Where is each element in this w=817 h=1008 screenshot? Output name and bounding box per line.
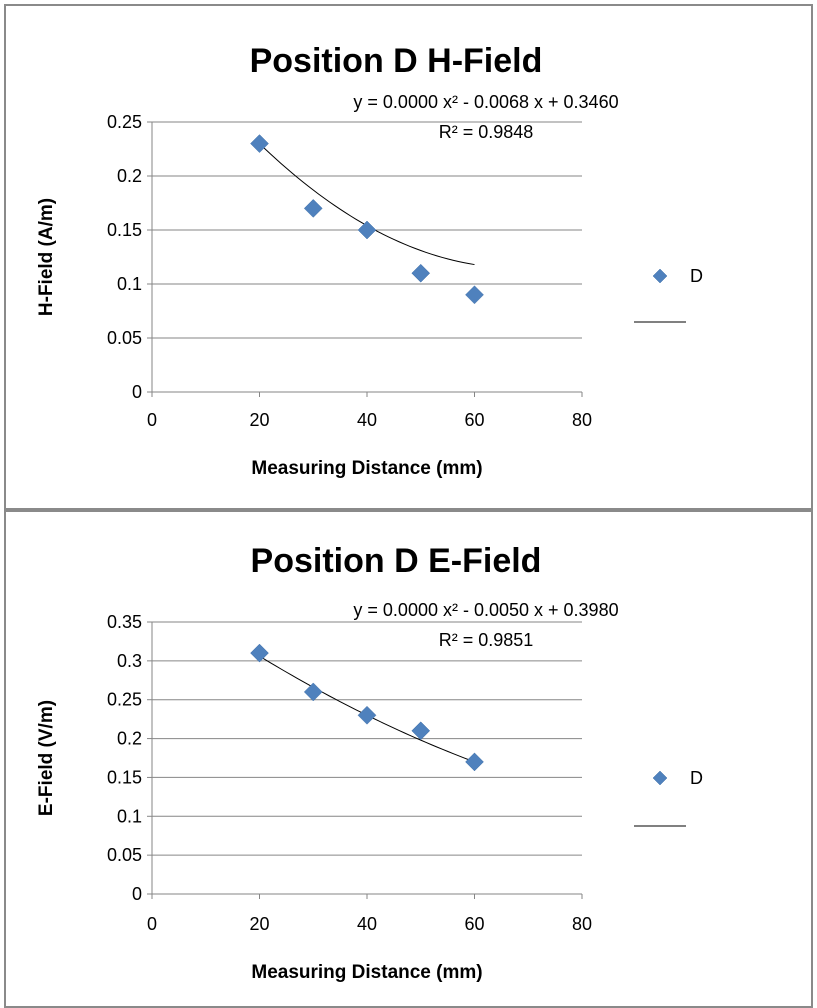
y-tick-label: 0.15 xyxy=(107,220,142,240)
y-tick-label: 0 xyxy=(132,884,142,904)
h-field-chart: Position D H-Field 0 0.05 0.1 0.15 0.2 0.25 0 20… xyxy=(36,42,703,479)
y-tick-label: 0 xyxy=(132,382,142,402)
y-tick-label: 0.25 xyxy=(107,690,142,710)
x-tick-label: 60 xyxy=(464,410,484,430)
data-point xyxy=(303,682,323,702)
y-tick-label: 0.1 xyxy=(117,274,142,294)
legend-marker xyxy=(652,770,668,786)
y-tick-label: 0.25 xyxy=(107,112,142,132)
trendline-r-squared: R² = 0.9848 xyxy=(439,122,534,142)
trendline-equation: y = 0.0000 x² - 0.0068 x + 0.3460 xyxy=(353,92,618,112)
legend-marker xyxy=(652,268,668,284)
x-tick-label: 20 xyxy=(249,410,269,430)
chart-title: Position D H-Field xyxy=(250,42,543,80)
y-tick-label: 0.1 xyxy=(117,806,142,826)
x-tick-label: 40 xyxy=(357,410,377,430)
legend-label: D xyxy=(690,768,703,788)
x-axis-title: Measuring Distance (mm) xyxy=(251,458,482,479)
x-tick-label: 80 xyxy=(572,410,592,430)
trendline-r-squared: R² = 0.9851 xyxy=(439,630,534,650)
x-tick-label: 80 xyxy=(572,914,592,934)
y-tick-label: 0.35 xyxy=(107,612,142,632)
x-tick-label: 0 xyxy=(147,914,157,934)
y-axis-title: H-Field (A/m) xyxy=(36,198,57,316)
data-point xyxy=(303,199,323,218)
trendline-equation: y = 0.0000 x² - 0.0050 x + 0.3980 xyxy=(353,600,618,620)
trendline xyxy=(259,143,475,266)
x-tick-label: 20 xyxy=(249,914,269,934)
y-tick-label: 0.05 xyxy=(107,328,142,348)
data-point xyxy=(357,220,377,240)
x-tick-label: 0 xyxy=(147,410,157,430)
y-tick-label: 0.2 xyxy=(117,166,142,186)
e-field-chart-panel: Position D E-Field 0 0.05 0.1 0.15 0.2 0.25 0.3… xyxy=(4,510,813,1008)
data-point xyxy=(250,643,269,663)
y-tick-label: 0.15 xyxy=(107,767,142,787)
x-tick-label: 60 xyxy=(464,914,484,934)
data-point xyxy=(411,263,431,283)
x-tick-label: 40 xyxy=(357,914,377,934)
data-point xyxy=(411,721,431,741)
h-field-chart-panel: Position D H-Field 0 0.05 0.1 0.15 0.2 0.25 0 20… xyxy=(4,4,813,510)
data-point xyxy=(250,134,269,153)
y-tick-label: 0.05 xyxy=(107,845,142,865)
x-axis-title: Measuring Distance (mm) xyxy=(251,962,482,983)
e-field-chart: Position D E-Field 0 0.05 0.1 0.15 0.2 0.25 0.3… xyxy=(36,542,703,983)
data-point xyxy=(465,752,484,772)
legend-label: D xyxy=(690,266,703,286)
data-point xyxy=(465,285,484,305)
y-axis-title: E-Field (V/m) xyxy=(36,700,57,816)
data-point xyxy=(357,705,377,725)
chart-title: Position D E-Field xyxy=(251,542,542,580)
y-tick-label: 0.3 xyxy=(117,651,142,671)
y-tick-label: 0.2 xyxy=(117,729,142,749)
